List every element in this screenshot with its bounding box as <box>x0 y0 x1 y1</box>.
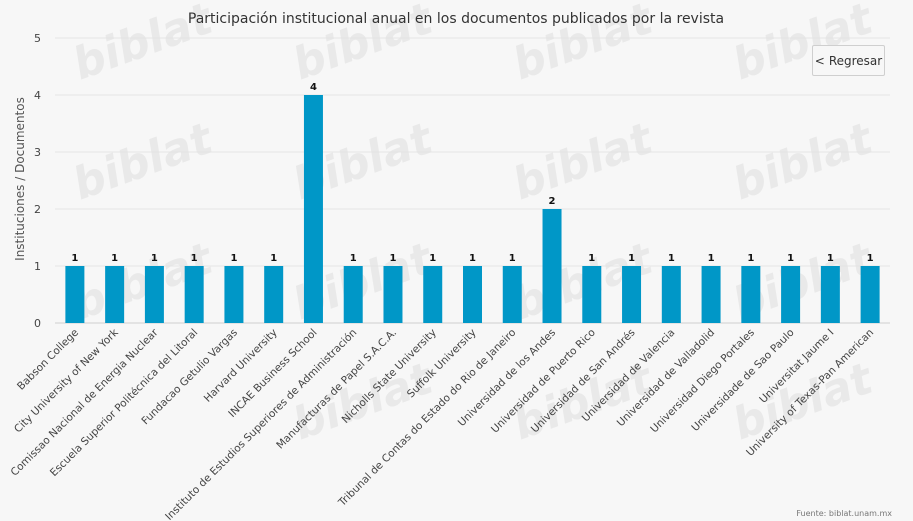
data-label: 1 <box>151 253 158 264</box>
bar[interactable] <box>860 266 880 323</box>
data-label: 1 <box>389 253 396 264</box>
y-tick-label: 0 <box>34 317 41 330</box>
y-axis-label: Instituciones / Documentos <box>13 97 27 261</box>
data-label: 1 <box>230 253 237 264</box>
source-credit: Fuente: biblat.unam.mx <box>796 509 892 518</box>
bar[interactable] <box>184 266 204 323</box>
data-label: 1 <box>429 253 436 264</box>
bar[interactable] <box>582 266 602 323</box>
bars <box>65 95 880 323</box>
x-tick-label: Comissao Nacional de Energia Nuclear <box>9 326 161 478</box>
data-label: 1 <box>668 253 675 264</box>
back-button-label: Regresar <box>828 53 883 68</box>
y-tick-label: 2 <box>34 203 41 216</box>
bar[interactable] <box>264 266 284 323</box>
data-label: 1 <box>111 253 118 264</box>
y-tick-label: 1 <box>34 260 41 273</box>
chart-title: Participación institucional anual en los… <box>188 11 724 27</box>
data-label: 1 <box>708 253 715 264</box>
data-label: 1 <box>509 253 516 264</box>
back-button[interactable]: < Regresar <box>812 45 885 76</box>
bar[interactable] <box>463 266 482 323</box>
bar[interactable] <box>423 266 443 323</box>
bar[interactable] <box>701 266 721 323</box>
watermark-text: biblat <box>726 113 880 211</box>
data-label: 4 <box>310 82 317 93</box>
bar[interactable] <box>542 209 562 323</box>
data-label: 1 <box>469 253 476 264</box>
data-label: 1 <box>350 253 357 264</box>
bar[interactable] <box>65 266 85 323</box>
data-label: 2 <box>549 196 556 207</box>
data-label: 1 <box>71 253 78 264</box>
y-tick-label: 5 <box>34 32 41 45</box>
watermark-text: biblat <box>66 113 220 211</box>
data-label: 1 <box>827 253 834 264</box>
y-tick-label: 4 <box>34 89 41 102</box>
data-label: 1 <box>270 253 277 264</box>
bar[interactable] <box>820 266 840 323</box>
bar[interactable] <box>661 266 681 323</box>
data-label: 1 <box>191 253 198 264</box>
watermark-text: biblat <box>506 113 660 211</box>
bar[interactable] <box>781 266 801 323</box>
bar[interactable] <box>622 266 642 323</box>
bar[interactable] <box>303 95 323 323</box>
data-labels: 1 1 1 1 1 1 4 1 1 1 1 1 2 1 1 1 1 1 1 1 1 <box>71 82 873 264</box>
bar[interactable] <box>383 266 403 323</box>
x-tick-label: Harvard University <box>202 327 280 405</box>
data-label: 1 <box>787 253 794 264</box>
data-label: 1 <box>747 253 754 264</box>
bar[interactable] <box>144 266 164 323</box>
data-label: 1 <box>628 253 635 264</box>
x-tick-label: Escuela Superior Politécnica del Litoral <box>48 327 200 479</box>
chevron-left-icon: < <box>814 53 825 68</box>
bar[interactable] <box>741 266 761 323</box>
bar[interactable] <box>343 266 363 323</box>
bar[interactable] <box>105 266 125 323</box>
data-label: 1 <box>588 253 595 264</box>
y-tick-labels: 0 1 2 3 4 5 <box>34 32 41 330</box>
data-label: 1 <box>867 253 874 264</box>
bar[interactable] <box>502 266 522 323</box>
bar[interactable] <box>224 266 244 323</box>
y-tick-label: 3 <box>34 146 41 159</box>
